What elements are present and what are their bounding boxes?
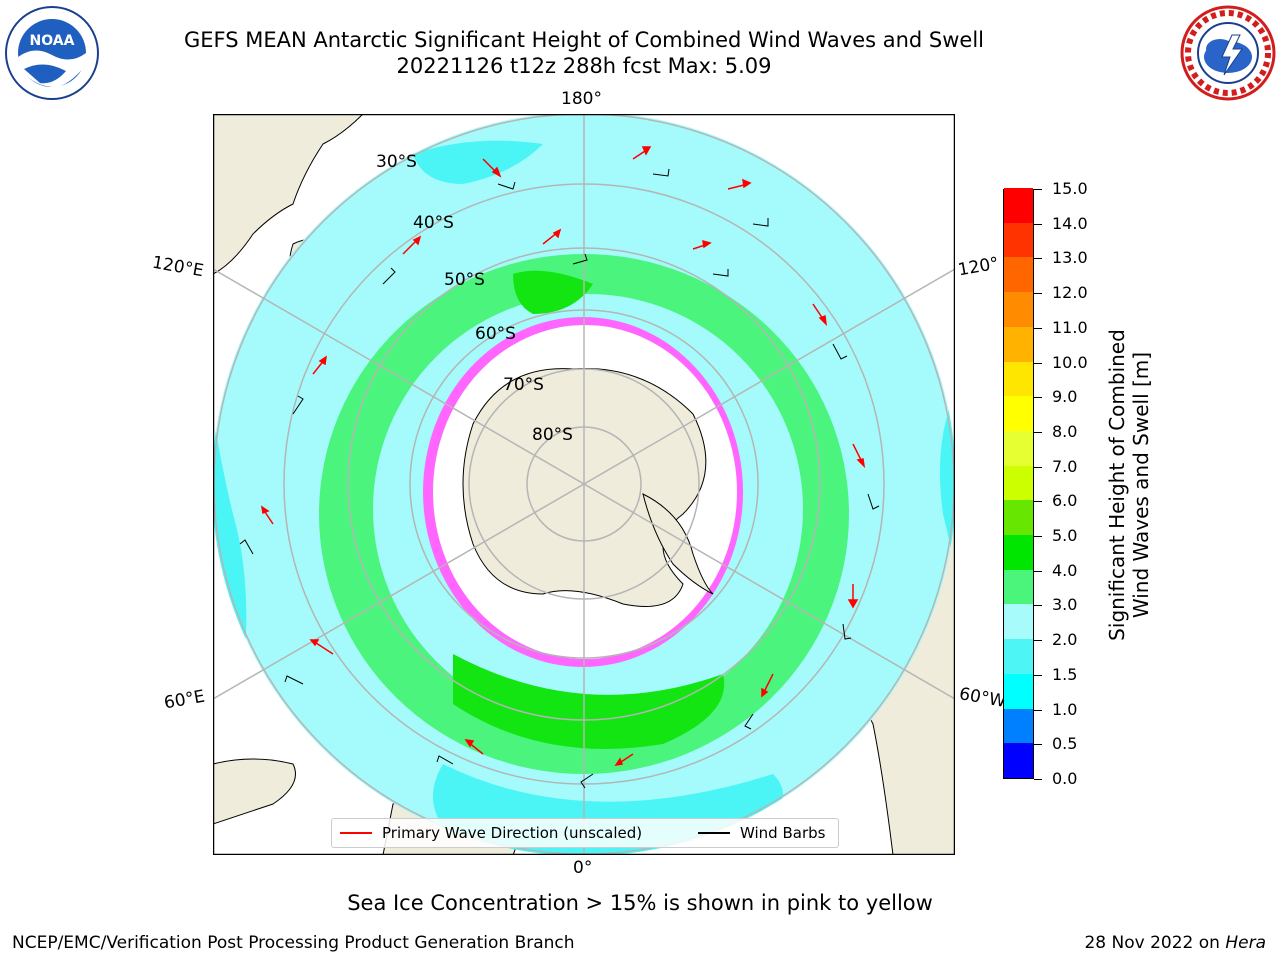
colorbar-segment — [1004, 222, 1033, 258]
colorbar-segment — [1004, 673, 1033, 709]
nws-logo — [1180, 5, 1276, 101]
colorbar-segment — [1004, 256, 1033, 293]
colorbar-tick-label: 9.0 — [1052, 387, 1078, 407]
africa-land — [213, 758, 296, 825]
colorbar-tick — [1034, 327, 1042, 329]
colorbar — [1003, 187, 1034, 779]
lat-label-60s: 60°S — [475, 324, 516, 344]
colorbar-tick-label: 15.0 — [1052, 179, 1088, 198]
colorbar-tick — [1034, 223, 1042, 225]
map-legend: Primary Wave Direction (unscaled) Wind B… — [331, 818, 839, 848]
colorbar-tick — [1034, 570, 1042, 572]
colorbar-tick — [1034, 779, 1042, 780]
wave-band-dark-green-north — [513, 270, 593, 314]
colorbar-segment — [1004, 638, 1033, 674]
lat-label-70s: 70°S — [503, 375, 544, 395]
colorbar-tick-label: 3.0 — [1052, 595, 1078, 615]
colorbar-tick-label: 8.0 — [1052, 421, 1078, 441]
wave-band-dark-green-south — [453, 654, 725, 749]
colorbar-segment — [1004, 708, 1033, 744]
colorbar-tick — [1034, 640, 1042, 642]
footer-host: Hera — [1225, 933, 1266, 953]
noaa-logo-text: NOAA — [30, 33, 75, 49]
colorbar-segment — [1004, 395, 1033, 431]
polar-map — [213, 114, 955, 855]
legend-wave-direction: Primary Wave Direction (unscaled) — [382, 824, 643, 842]
colorbar-segment — [1004, 187, 1033, 223]
footer-date-text: 28 Nov 2022 on — [1084, 933, 1226, 953]
antarctic-peninsula — [642, 493, 714, 595]
footer-date: 28 Nov 2022 on Hera — [1084, 932, 1266, 954]
colorbar-tick-label: 4.0 — [1052, 560, 1078, 580]
wave-direction-arrows — [260, 146, 866, 767]
lat-label-50s: 50°S — [444, 270, 485, 290]
colorbar-segment — [1004, 465, 1033, 501]
lon-label-120e: 120°E — [150, 252, 206, 282]
colorbar-tick — [1034, 605, 1042, 607]
colorbar-tick — [1034, 744, 1042, 746]
lat-label-80s: 80°S — [532, 425, 573, 445]
colorbar-segment — [1004, 499, 1033, 536]
lon-label-60e: 60°E — [162, 686, 207, 714]
colorbar-segment — [1004, 291, 1033, 327]
colorbar-tick-label: 7.0 — [1052, 456, 1078, 476]
colorbar-tick — [1034, 501, 1042, 503]
colorbar-tick — [1034, 189, 1042, 190]
colorbar-tick — [1034, 293, 1042, 295]
colorbar-tick — [1034, 431, 1042, 433]
colorbar-segment — [1004, 534, 1033, 570]
lon-label-0: 0° — [573, 858, 593, 878]
wave-field-mid-band-north — [413, 140, 543, 184]
lat-label-30s: 30°S — [376, 152, 417, 172]
australia-land — [213, 114, 364, 275]
colorbar-tick — [1034, 362, 1042, 364]
colorbar-tick — [1034, 397, 1042, 399]
colorbar-tick — [1034, 258, 1042, 260]
colorbar-tick — [1034, 536, 1042, 538]
legend-barb-swatch — [698, 832, 730, 834]
colorbar-title-line2: Wind Waves and Swell [m] — [1129, 351, 1153, 619]
colorbar-tick-label: 13.0 — [1052, 248, 1088, 268]
sea-ice-note: Sea Ice Concentration > 15% is shown in … — [347, 891, 933, 915]
lon-label-180: 180° — [561, 89, 602, 109]
colorbar-tick-label: 10.0 — [1052, 352, 1088, 372]
colorbar-tick-label: 11.0 — [1052, 317, 1088, 337]
colorbar-tick-label: 1.0 — [1052, 699, 1078, 719]
map-border — [213, 114, 955, 855]
wind-barbs — [239, 168, 880, 789]
meridian-60e-120w — [213, 268, 955, 700]
colorbar-tick-label: 2.0 — [1052, 630, 1078, 650]
colorbar-tick — [1034, 466, 1042, 468]
footer-branch: NCEP/EMC/Verification Post Processing Pr… — [12, 933, 575, 953]
colorbar-tick-label: 12.0 — [1052, 283, 1088, 303]
chart-subtitle: 20221126 t12z 288h fcst Max: 5.09 — [396, 54, 772, 78]
colorbar-segment — [1004, 326, 1033, 362]
noaa-logo: NOAA — [5, 6, 99, 100]
legend-wind-barbs: Wind Barbs — [740, 824, 826, 842]
colorbar-tick-label: 1.5 — [1052, 664, 1078, 684]
colorbar-segment — [1004, 430, 1033, 466]
lon-label-60w: 60°W — [957, 684, 1008, 712]
colorbar-title-line1: Significant Height of Combined — [1105, 329, 1129, 641]
colorbar-tick-label: 5.0 — [1052, 526, 1078, 546]
colorbar-segment — [1004, 742, 1033, 778]
colorbar-tick — [1034, 709, 1042, 711]
lat-label-40s: 40°S — [413, 213, 454, 233]
colorbar-tick-label: 0.5 — [1052, 734, 1078, 754]
lon-label-120w: 120° — [956, 253, 1001, 281]
colorbar-tick-label: 0.0 — [1052, 769, 1078, 788]
colorbar-tick-label: 14.0 — [1052, 213, 1088, 233]
legend-wave-swatch — [340, 832, 372, 834]
colorbar-segment — [1004, 603, 1033, 640]
colorbar-segment — [1004, 361, 1033, 397]
colorbar-tick — [1034, 674, 1042, 676]
colorbar-segment — [1004, 569, 1033, 605]
colorbar-tick-label: 6.0 — [1052, 491, 1078, 511]
chart-title: GEFS MEAN Antarctic Significant Height o… — [183, 28, 985, 52]
